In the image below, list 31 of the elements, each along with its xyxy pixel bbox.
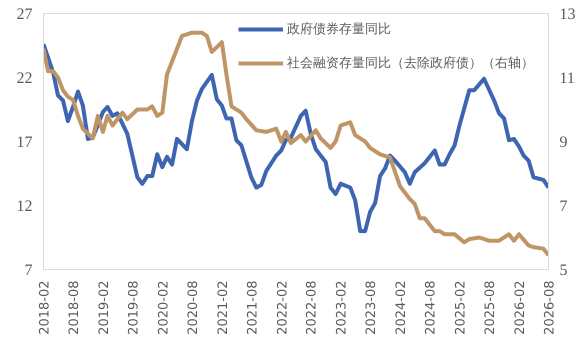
x-tick-label: 2021-08 (245, 280, 260, 335)
x-tick-label: 2024-02 (394, 280, 410, 335)
x-tick-label: 2019-02 (96, 280, 112, 335)
x-tick-label: 2022-02 (275, 280, 290, 335)
x-tick-label: 2022-08 (304, 280, 320, 335)
y-tick-label: 27 (16, 6, 32, 23)
y-tick-label: 7 (24, 262, 32, 279)
x-tick-label: 2019-08 (126, 280, 142, 335)
y2-tick-label: 9 (560, 134, 568, 151)
y-tick-label: 12 (16, 198, 32, 215)
legend-label: 政府债券存量同比 (287, 21, 391, 38)
x-tick-label: 2025-08 (483, 280, 498, 335)
x-tick-label: 2020-08 (186, 280, 201, 335)
x-tick-label: 2025-02 (454, 280, 469, 335)
y2-tick-label: 5 (560, 262, 568, 279)
line-series (44, 42, 548, 234)
x-tick-label: 2023-02 (334, 280, 350, 335)
x-tick-label: 2026-08 (542, 280, 558, 335)
x-tick-label: 2018-08 (66, 280, 82, 335)
x-tick-label: 2018-02 (38, 280, 52, 335)
x-tick-label: 2023-08 (364, 280, 380, 335)
x-tick-label: 2021-02 (216, 280, 231, 335)
x-tick-label: 2026-02 (513, 280, 528, 335)
y-tick-label: 17 (16, 134, 32, 151)
y2-tick-label: 11 (560, 70, 575, 87)
y-tick-label: 22 (16, 70, 32, 87)
y2-tick-label: 13 (560, 6, 576, 23)
x-tick-label: 2020-02 (156, 280, 172, 335)
x-tick-label: 2024-08 (424, 280, 439, 335)
y2-tick-label: 7 (560, 198, 568, 215)
legend-label: 社会融资存量同比（去除政府债）（右轴） (287, 55, 534, 72)
